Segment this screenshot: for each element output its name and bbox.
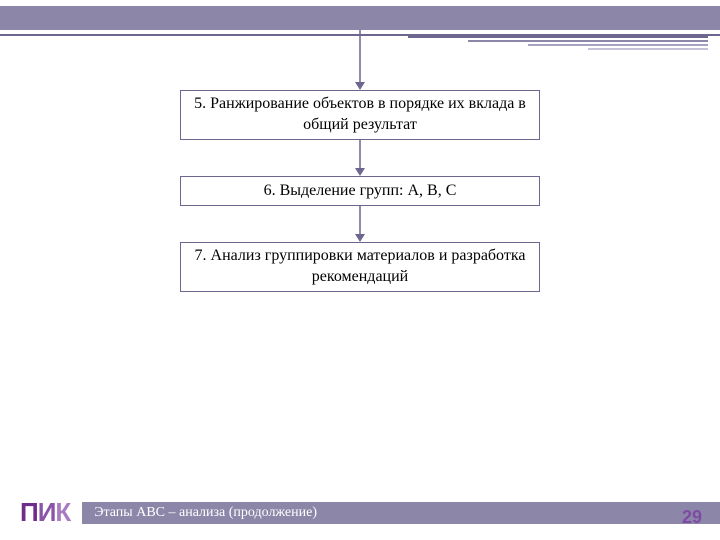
flow-step-box: 7. Анализ группировки материалов и разра… — [180, 242, 540, 292]
header-accent-line — [588, 48, 708, 50]
logo-letter-2: И — [38, 497, 56, 527]
flow-step-box: 5. Ранжирование объектов в порядке их вк… — [180, 90, 540, 140]
logo-letter-3: К — [55, 497, 70, 527]
page-number: 29 — [682, 507, 702, 528]
flow-step-label: 6. Выделение групп: А, В, С — [264, 181, 457, 202]
logo-pik: ПИК — [20, 497, 70, 528]
flow-step-label: 7. Анализ группировки материалов и разра… — [191, 246, 529, 288]
flow-step-label: 5. Ранжирование объектов в порядке их вк… — [191, 94, 529, 136]
flowchart: 5. Ранжирование объектов в порядке их вк… — [180, 0, 540, 296]
header-accent-line — [528, 44, 708, 46]
flow-arrow — [350, 30, 370, 90]
slide-canvas: 5. Ранжирование объектов в порядке их вк… — [0, 0, 720, 540]
flow-arrow — [350, 206, 370, 242]
logo-letter-1: П — [20, 497, 38, 527]
footer: ПИК Этапы АВС – анализа (продолжение) — [0, 497, 720, 528]
flow-step-box: 6. Выделение групп: А, В, С — [180, 176, 540, 206]
footer-caption: Этапы АВС – анализа (продолжение) — [94, 505, 317, 521]
flow-arrow — [350, 140, 370, 176]
footer-caption-bar: Этапы АВС – анализа (продолжение) — [82, 502, 720, 524]
